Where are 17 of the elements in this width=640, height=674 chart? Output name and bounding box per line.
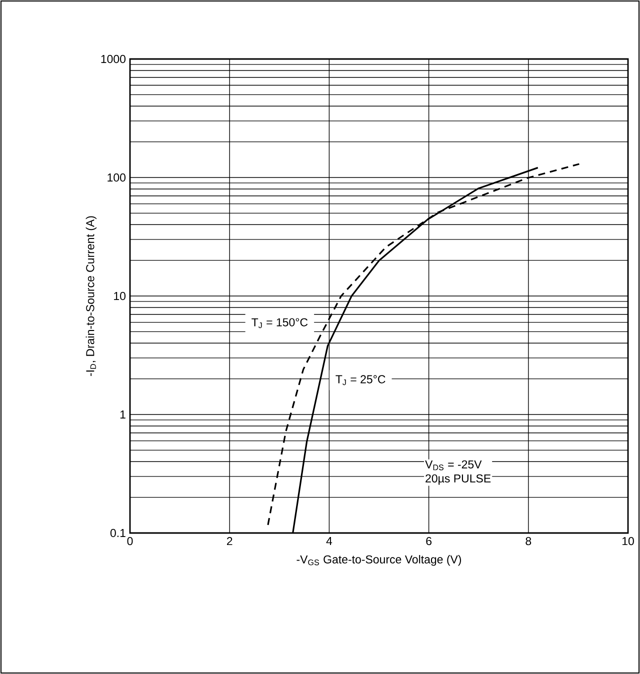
y-tick-label: 100	[108, 173, 126, 182]
y-tick-label: 1	[120, 410, 126, 418]
annotation: 20µs PULSE	[426, 474, 491, 485]
y-tick-label: 1000	[101, 54, 126, 64]
x-tick-label: 6	[426, 537, 432, 546]
series-label: T$_{J}$ = 150°C	[252, 318, 308, 328]
y-tick-label: 0.1	[110, 528, 126, 538]
y-axis-title: -I$_{D}$, Drain-to-Source Current (A)	[86, 216, 97, 376]
x-tick-label: 4	[326, 537, 332, 545]
annotation: V$_{DS}$ = -25V	[425, 460, 482, 470]
series-label: T$_{J}$ = 25°C	[336, 375, 386, 386]
x-axis-title: -V$_{GS}$ Gate-to-Source Voltage (V)	[296, 555, 462, 566]
x-tick-label: 10	[622, 537, 634, 546]
x-tick-label: 0	[127, 537, 133, 546]
x-tick-label: 8	[526, 537, 532, 546]
y-tick-label: 10	[114, 292, 126, 300]
x-tick-label: 2	[226, 537, 232, 546]
